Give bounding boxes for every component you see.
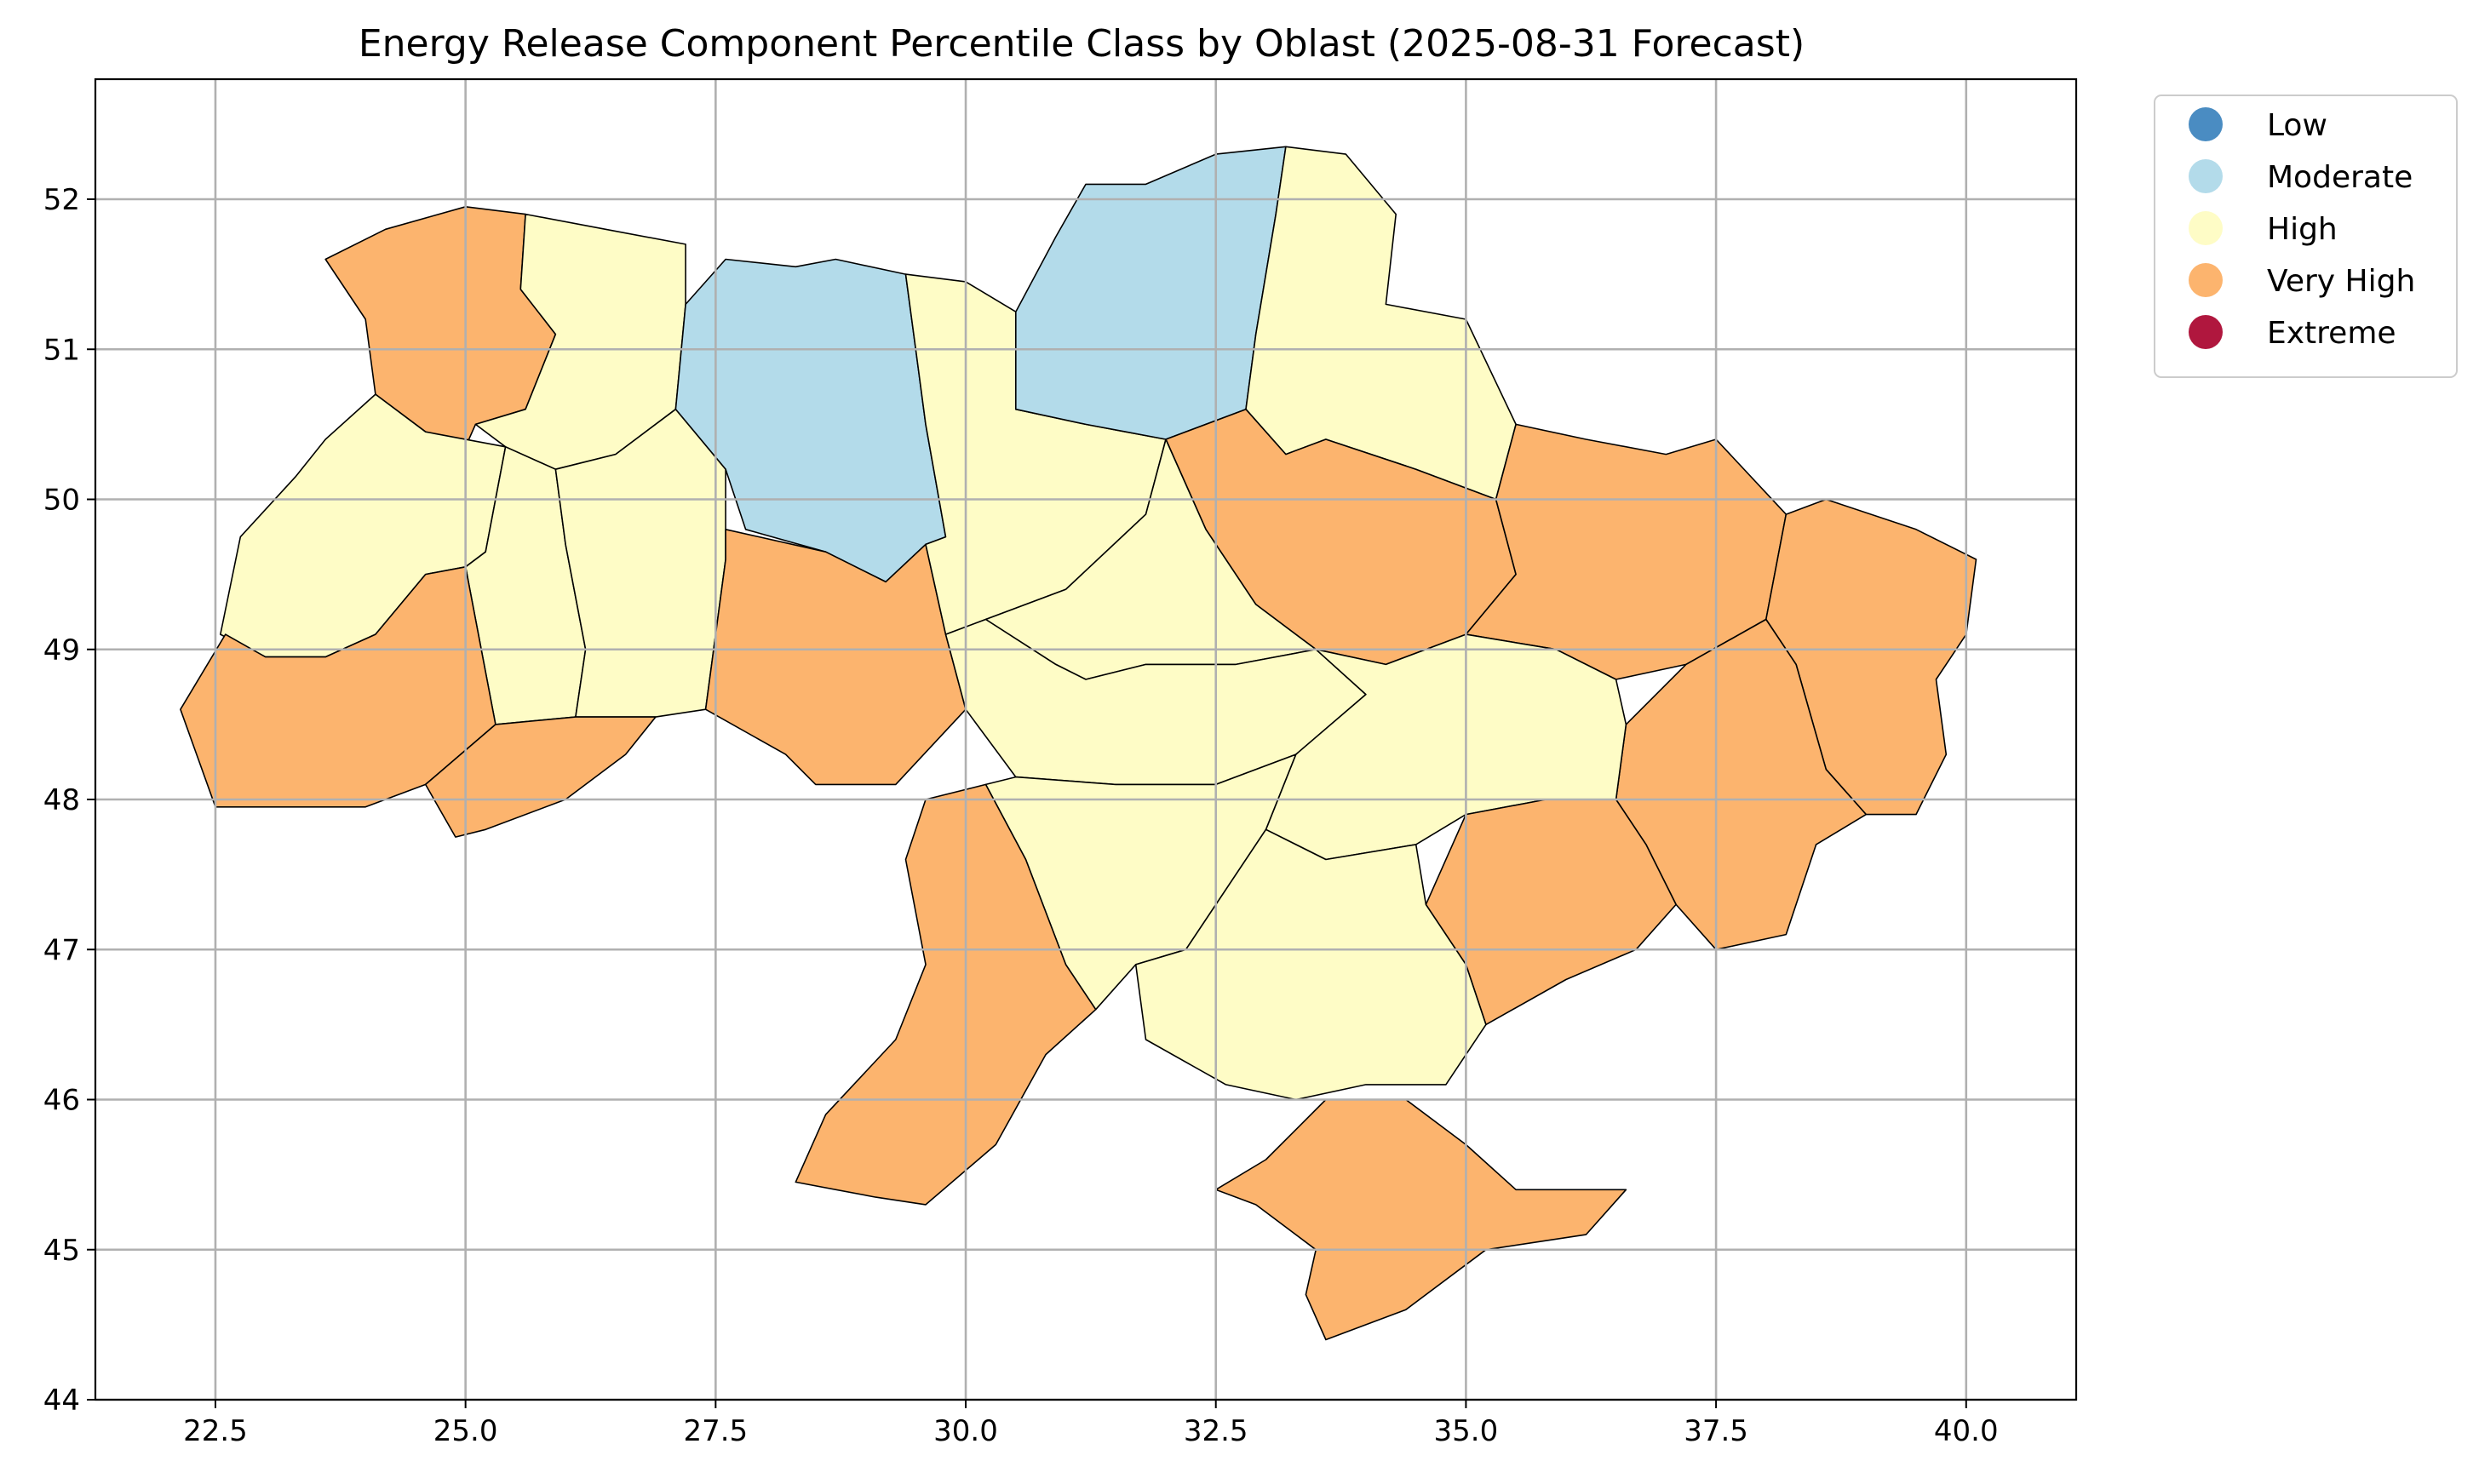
legend-marker (2189, 263, 2223, 297)
oblast-region (1134, 828, 1487, 1101)
y-tick-label: 52 (43, 183, 80, 217)
legend-marker (2189, 315, 2223, 349)
legend: Low Moderate High Very High Extreme (2154, 95, 2458, 378)
legend-label: Moderate (2267, 160, 2413, 195)
x-tick-label: 27.5 (683, 1414, 748, 1448)
legend-label: Low (2267, 108, 2327, 143)
legend-label: Very High (2267, 264, 2415, 299)
x-tick-label: 25.0 (433, 1414, 498, 1448)
x-tick-label: 22.5 (183, 1414, 248, 1448)
y-tick-label: 45 (43, 1234, 80, 1268)
legend-label: High (2267, 212, 2338, 247)
x-tick-label: 40.0 (1934, 1414, 1999, 1448)
legend-marker (2189, 159, 2223, 193)
legend-box (2154, 95, 2458, 378)
oblast-layer (180, 146, 1977, 1341)
legend-marker (2189, 107, 2223, 141)
map-title: Energy Release Component Percentile Clas… (359, 22, 1805, 66)
y-tick-label: 48 (43, 783, 80, 817)
x-tick-label: 30.0 (933, 1414, 998, 1448)
y-tick-label: 46 (43, 1084, 80, 1118)
y-tick-label: 49 (43, 633, 80, 668)
plot-area: 22.5 25.0 27.5 30.0 32.5 35.0 37.5 40.0 44 45 46 47… (43, 77, 2078, 1448)
legend-marker (2189, 211, 2223, 245)
y-tick-label: 44 (43, 1384, 80, 1418)
y-tick-label: 47 (43, 933, 80, 967)
x-tick-label: 37.5 (1684, 1414, 1748, 1448)
legend-label: Extreme (2267, 316, 2396, 351)
x-tick-label: 32.5 (1184, 1414, 1248, 1448)
oblast-region (704, 528, 967, 786)
plot-frame (94, 77, 2078, 1401)
y-tick-label: 50 (43, 484, 80, 518)
x-tick-label: 35.0 (1434, 1414, 1499, 1448)
y-tick-label: 51 (43, 333, 80, 367)
